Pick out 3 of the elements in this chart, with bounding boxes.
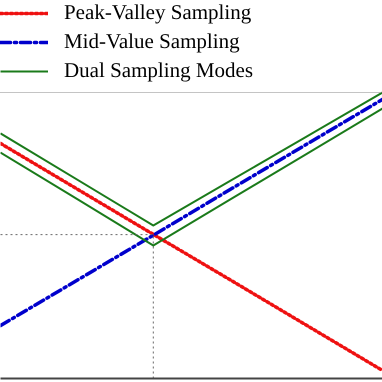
legend-label: Mid-Value Sampling — [64, 29, 240, 54]
legend-label: Peak-Valley Sampling — [64, 0, 252, 25]
legend-label: Dual Sampling Modes — [64, 58, 253, 83]
